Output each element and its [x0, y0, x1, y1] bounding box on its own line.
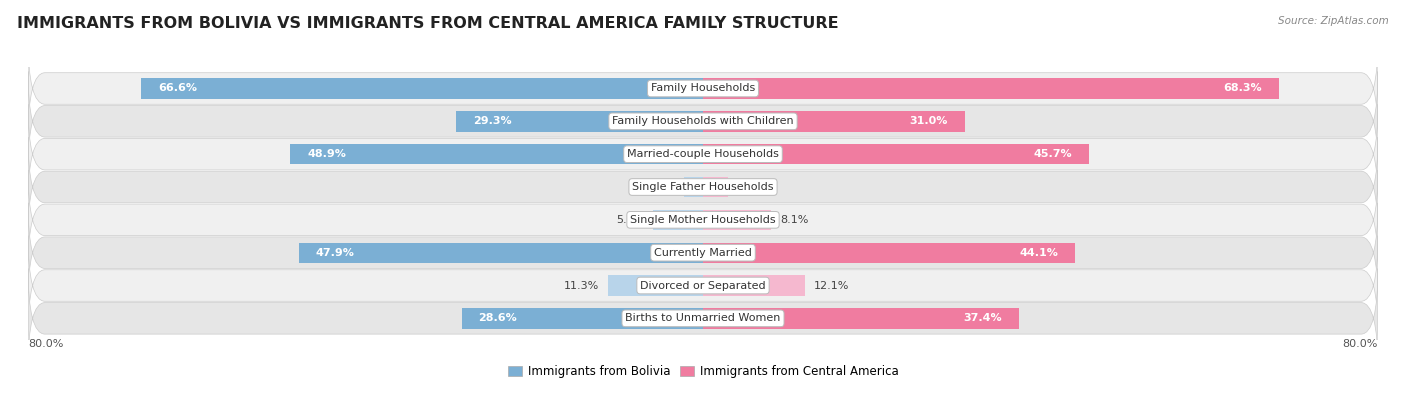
Text: 2.3%: 2.3%: [647, 182, 675, 192]
FancyBboxPatch shape: [28, 203, 1378, 303]
Text: 8.1%: 8.1%: [780, 215, 808, 225]
Bar: [607, 275, 703, 296]
Text: Divorced or Separated: Divorced or Separated: [640, 280, 766, 290]
FancyBboxPatch shape: [28, 170, 1378, 270]
Bar: [703, 78, 1279, 99]
Bar: [703, 243, 1076, 263]
Text: Family Households: Family Households: [651, 83, 755, 94]
Text: Married-couple Households: Married-couple Households: [627, 149, 779, 159]
FancyBboxPatch shape: [28, 104, 1378, 204]
Text: Single Mother Households: Single Mother Households: [630, 215, 776, 225]
Text: 5.9%: 5.9%: [616, 215, 645, 225]
Bar: [654, 210, 703, 230]
Bar: [703, 275, 806, 296]
Text: Single Father Households: Single Father Households: [633, 182, 773, 192]
Bar: [683, 177, 703, 197]
Bar: [456, 111, 703, 132]
Text: Currently Married: Currently Married: [654, 248, 752, 258]
FancyBboxPatch shape: [28, 137, 1378, 237]
Bar: [141, 78, 703, 99]
Bar: [461, 308, 703, 329]
Text: 37.4%: 37.4%: [963, 313, 1001, 324]
Text: 48.9%: 48.9%: [308, 149, 346, 159]
Text: 31.0%: 31.0%: [910, 117, 948, 126]
Text: 3.0%: 3.0%: [737, 182, 765, 192]
Bar: [703, 308, 1018, 329]
FancyBboxPatch shape: [28, 39, 1378, 138]
Legend: Immigrants from Bolivia, Immigrants from Central America: Immigrants from Bolivia, Immigrants from…: [503, 360, 903, 383]
Bar: [703, 111, 965, 132]
Text: 66.6%: 66.6%: [157, 83, 197, 94]
Text: 44.1%: 44.1%: [1019, 248, 1059, 258]
Text: 45.7%: 45.7%: [1033, 149, 1071, 159]
FancyBboxPatch shape: [28, 235, 1378, 335]
Bar: [703, 144, 1088, 164]
Text: 29.3%: 29.3%: [472, 117, 512, 126]
Text: 80.0%: 80.0%: [1343, 339, 1378, 349]
FancyBboxPatch shape: [28, 71, 1378, 171]
Bar: [299, 243, 703, 263]
Text: 47.9%: 47.9%: [316, 248, 354, 258]
Text: Family Households with Children: Family Households with Children: [612, 117, 794, 126]
Text: 68.3%: 68.3%: [1223, 83, 1263, 94]
Bar: [703, 210, 772, 230]
Text: Source: ZipAtlas.com: Source: ZipAtlas.com: [1278, 16, 1389, 26]
FancyBboxPatch shape: [28, 269, 1378, 368]
Text: Births to Unmarried Women: Births to Unmarried Women: [626, 313, 780, 324]
Text: IMMIGRANTS FROM BOLIVIA VS IMMIGRANTS FROM CENTRAL AMERICA FAMILY STRUCTURE: IMMIGRANTS FROM BOLIVIA VS IMMIGRANTS FR…: [17, 16, 838, 31]
Text: 28.6%: 28.6%: [478, 313, 517, 324]
Text: 80.0%: 80.0%: [28, 339, 63, 349]
Text: 11.3%: 11.3%: [564, 280, 599, 290]
Text: 12.1%: 12.1%: [814, 280, 849, 290]
Bar: [291, 144, 703, 164]
Bar: [703, 177, 728, 197]
